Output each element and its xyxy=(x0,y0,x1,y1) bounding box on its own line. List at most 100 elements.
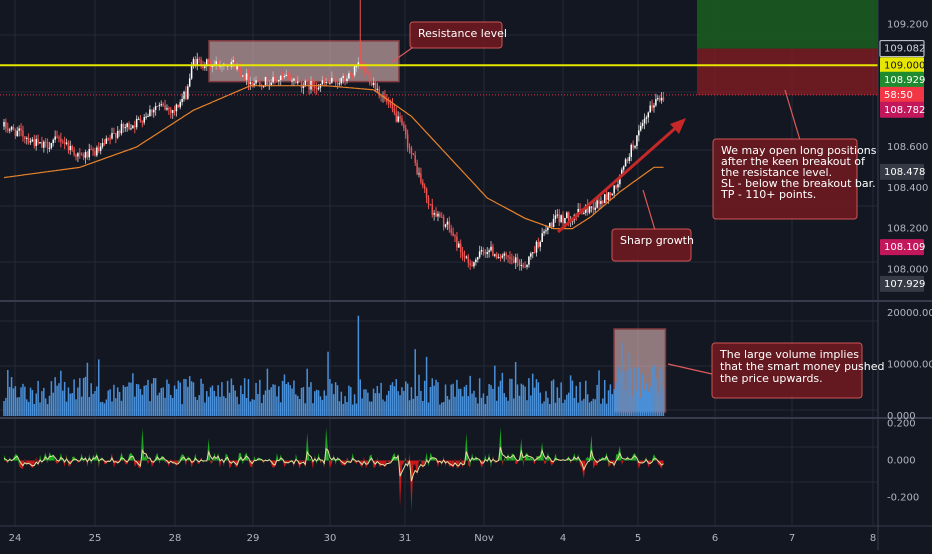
volume-bar xyxy=(320,396,322,416)
candle xyxy=(632,145,634,148)
oscillator-area xyxy=(654,454,656,460)
candle xyxy=(43,142,45,148)
volume-bar xyxy=(206,391,208,416)
volume-bar xyxy=(251,399,253,416)
candle xyxy=(452,233,454,236)
volume-bar xyxy=(238,404,240,416)
volume-bar xyxy=(574,398,576,416)
volume-bar xyxy=(430,387,432,416)
volume-bar xyxy=(447,396,449,416)
volume-bar xyxy=(640,398,642,416)
candle xyxy=(62,141,64,142)
candle xyxy=(407,134,409,147)
volume-bar xyxy=(373,389,375,416)
volume-bar xyxy=(644,390,646,416)
volume-bar xyxy=(549,404,551,416)
volume-bar xyxy=(591,401,593,416)
candle xyxy=(181,99,183,102)
volume-bar xyxy=(547,398,549,416)
candle xyxy=(342,76,344,78)
volume-bar xyxy=(117,387,119,416)
oscillator-area xyxy=(74,457,76,461)
volume-bar xyxy=(568,393,570,416)
volume-bar xyxy=(17,397,19,416)
candle xyxy=(642,123,644,126)
volume-bar xyxy=(394,386,396,416)
resistance-callout-text: Resistance level xyxy=(418,27,507,40)
volume-bar xyxy=(456,380,458,416)
candle xyxy=(125,127,127,128)
time-axis-tick-label: 4 xyxy=(560,533,566,544)
volume-bar xyxy=(341,392,343,416)
candle xyxy=(104,143,106,144)
candle xyxy=(94,151,96,155)
volume-bar xyxy=(43,388,45,416)
volume-bar xyxy=(155,378,157,416)
oscillator-area xyxy=(353,453,355,462)
candle xyxy=(134,125,136,127)
oscillator-area xyxy=(40,455,42,464)
candle xyxy=(45,142,47,143)
volume-bar xyxy=(68,387,70,416)
candle xyxy=(534,252,536,253)
volume-bar xyxy=(250,401,252,416)
candle xyxy=(594,208,596,210)
oscillator-area xyxy=(472,453,474,462)
candle xyxy=(589,206,591,212)
volume-bar xyxy=(327,352,329,416)
volume-bar xyxy=(172,398,174,416)
candle xyxy=(447,222,449,225)
volume-bar xyxy=(98,359,100,416)
oscillator-area xyxy=(121,453,123,461)
candle xyxy=(83,155,85,158)
volume-bar xyxy=(234,391,236,416)
candle xyxy=(617,184,619,187)
oscillator-area xyxy=(320,460,322,463)
volume-axis-tick-label: 10000.000 xyxy=(887,360,932,371)
candle xyxy=(528,257,530,265)
volume-bar xyxy=(636,390,638,416)
candle xyxy=(659,98,661,100)
candle xyxy=(596,200,598,207)
volume-bar xyxy=(519,396,521,416)
volume-bar xyxy=(81,397,83,416)
volume-bar xyxy=(138,384,140,416)
volume-bar xyxy=(409,400,411,416)
volume-bar xyxy=(195,397,197,416)
volume-bar xyxy=(32,390,34,416)
candle xyxy=(143,117,145,122)
candle xyxy=(466,257,468,258)
candle xyxy=(191,66,193,79)
volume-bar xyxy=(655,379,657,416)
volume-bar xyxy=(653,365,655,416)
candle xyxy=(204,66,206,68)
candle xyxy=(179,102,181,107)
volume-bar xyxy=(151,384,153,416)
time-axis-tick-label: 24 xyxy=(9,533,22,544)
oscillator-area xyxy=(427,453,429,467)
volume-bar xyxy=(625,390,627,416)
candle xyxy=(630,145,632,157)
volume-bar xyxy=(18,397,20,416)
volume-bar xyxy=(477,403,479,416)
volume-bar xyxy=(157,395,159,416)
candle xyxy=(70,146,72,150)
candle xyxy=(432,204,434,214)
candle xyxy=(655,99,657,105)
candle xyxy=(504,254,506,256)
volume-bar xyxy=(121,401,123,416)
candle xyxy=(411,148,413,153)
candle xyxy=(553,219,555,227)
candle xyxy=(299,81,301,82)
volume-bar xyxy=(428,402,430,416)
oscillator-area xyxy=(300,461,302,469)
volume-bar xyxy=(153,378,155,416)
oscillator-area xyxy=(383,461,385,468)
candle xyxy=(301,82,303,88)
volume-bar xyxy=(178,381,180,416)
volume-bar xyxy=(458,389,460,416)
volume-bar xyxy=(464,387,466,416)
volume-bar xyxy=(253,400,255,416)
candle xyxy=(322,80,324,84)
